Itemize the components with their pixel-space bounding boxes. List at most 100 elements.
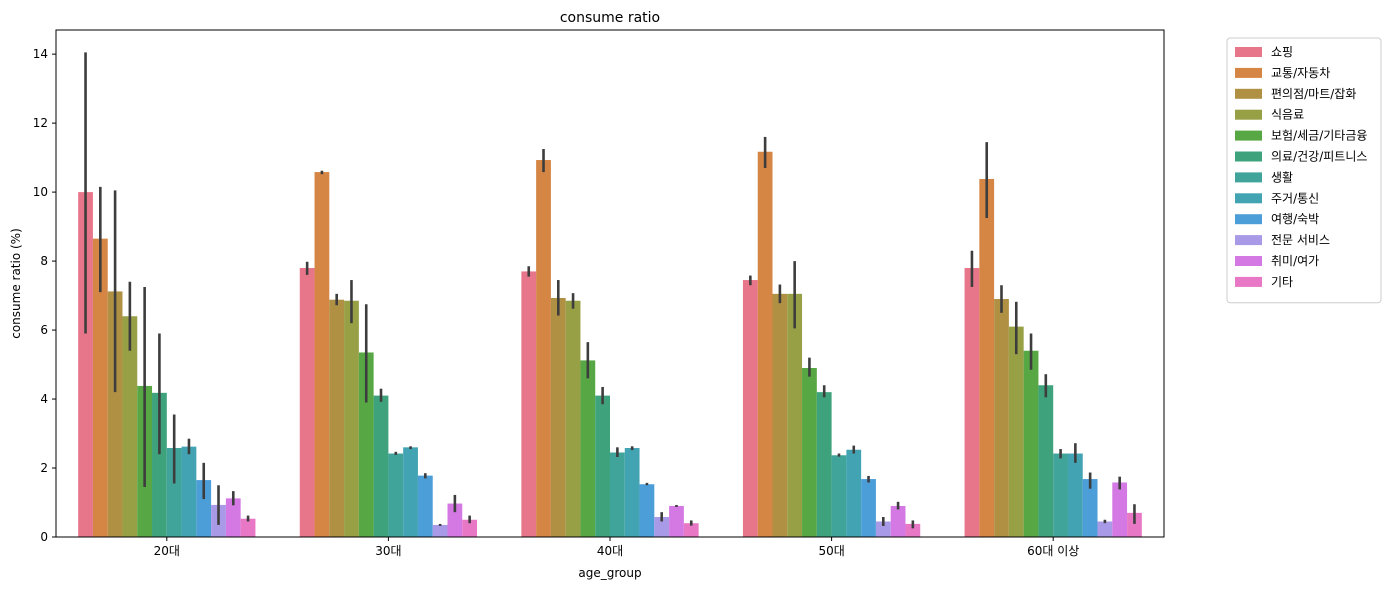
bar (344, 300, 359, 537)
legend-label: 교통/자동차 (1271, 66, 1330, 80)
bar (107, 291, 123, 537)
bar (432, 524, 448, 537)
x-axis: 20대 30대 40대 50대 60대 이상 (154, 537, 1079, 558)
bar (742, 280, 758, 537)
bar (654, 516, 670, 537)
bar (979, 178, 995, 538)
legend-swatch (1235, 214, 1262, 225)
x-tick-label: 60대 이상 (1027, 544, 1079, 558)
bars-layer (78, 151, 1142, 538)
bar (610, 452, 625, 537)
bar (447, 503, 463, 537)
bar (299, 267, 315, 537)
error-bars-layer (84, 52, 1136, 529)
y-tick-label: 2 (40, 461, 48, 475)
bar (624, 448, 640, 537)
y-tick-label: 12 (33, 116, 48, 130)
bar (816, 392, 832, 537)
bar (802, 368, 817, 537)
bar (669, 505, 684, 537)
legend-label: 전문 서비스 (1271, 233, 1330, 247)
bar (1127, 512, 1142, 537)
legend-label: 쇼핑 (1271, 45, 1293, 59)
legend-label: 생활 (1271, 170, 1293, 184)
bar (1023, 350, 1039, 537)
legend-box (1226, 37, 1382, 304)
bar (994, 299, 1009, 537)
bar (152, 392, 167, 537)
y-tick-label: 10 (33, 185, 48, 199)
bar (78, 192, 93, 537)
bar (964, 267, 980, 537)
x-axis-label: age_group (578, 566, 641, 580)
bar (1097, 521, 1113, 537)
bar (757, 151, 773, 538)
legend-label: 취미/여가 (1271, 254, 1319, 268)
legend-label: 식음료 (1271, 108, 1304, 122)
x-tick-label: 30대 (375, 544, 401, 558)
bar (196, 480, 212, 537)
x-tick-label: 40대 (597, 544, 623, 558)
bar (846, 449, 862, 537)
legend-swatch (1235, 172, 1262, 183)
legend-label: 편의점/마트/잡화 (1271, 87, 1356, 101)
bar (1038, 385, 1054, 537)
bar (639, 484, 655, 537)
bar (388, 453, 404, 537)
bar (1053, 453, 1068, 537)
bar (462, 519, 478, 537)
legend-swatch (1235, 193, 1262, 204)
bar (831, 455, 847, 537)
bar (358, 352, 374, 537)
bar (861, 479, 876, 537)
bar (1067, 453, 1083, 537)
legend-swatch (1235, 256, 1262, 266)
bar (580, 360, 596, 537)
bar (225, 498, 241, 537)
bar (1082, 479, 1098, 537)
legend-swatch (1235, 88, 1262, 99)
bar (890, 505, 906, 537)
bar (166, 448, 182, 537)
bar (905, 523, 921, 537)
bar (772, 293, 788, 537)
legend-label: 보험/세금/기타금융 (1271, 129, 1367, 143)
bar (550, 297, 566, 537)
bar (787, 293, 803, 537)
y-tick-label: 0 (40, 530, 48, 544)
y-tick-label: 6 (40, 323, 48, 337)
bar (373, 395, 389, 537)
legend-swatch (1235, 47, 1262, 57)
y-tick-label: 14 (33, 47, 48, 61)
bar (683, 523, 699, 537)
legend-swatch (1235, 276, 1262, 287)
y-axis: 0 2 4 6 8 10 12 14 (33, 47, 56, 544)
bar (1008, 326, 1024, 537)
legend-label: 주거/통신 (1271, 191, 1319, 205)
x-tick-label: 20대 (154, 544, 180, 558)
legend-label: 기타 (1271, 275, 1293, 289)
y-tick-label: 8 (40, 254, 48, 268)
bar (417, 475, 433, 537)
bar (521, 271, 537, 537)
bar (536, 160, 551, 537)
bar (565, 300, 581, 537)
chart-title: consume ratio (560, 10, 660, 26)
x-tick-label: 50대 (818, 544, 844, 558)
legend-swatch (1235, 151, 1262, 162)
bar (122, 316, 138, 537)
legend-swatch (1235, 109, 1262, 120)
bar (92, 238, 108, 537)
y-axis-label: consume ratio (%) (9, 228, 23, 339)
bar (403, 447, 418, 537)
bar (1112, 482, 1128, 537)
bar (314, 172, 330, 537)
bar (595, 395, 610, 537)
bar (875, 521, 891, 537)
bar (181, 446, 197, 537)
legend-label: 여행/숙박 (1271, 211, 1319, 226)
legend: 쇼핑교통/자동차편의점/마트/잡화식음료보험/세금/기타금융의료/건강/피트니스… (1226, 37, 1382, 304)
legend-label: 의료/건강/피트니스 (1271, 150, 1367, 164)
